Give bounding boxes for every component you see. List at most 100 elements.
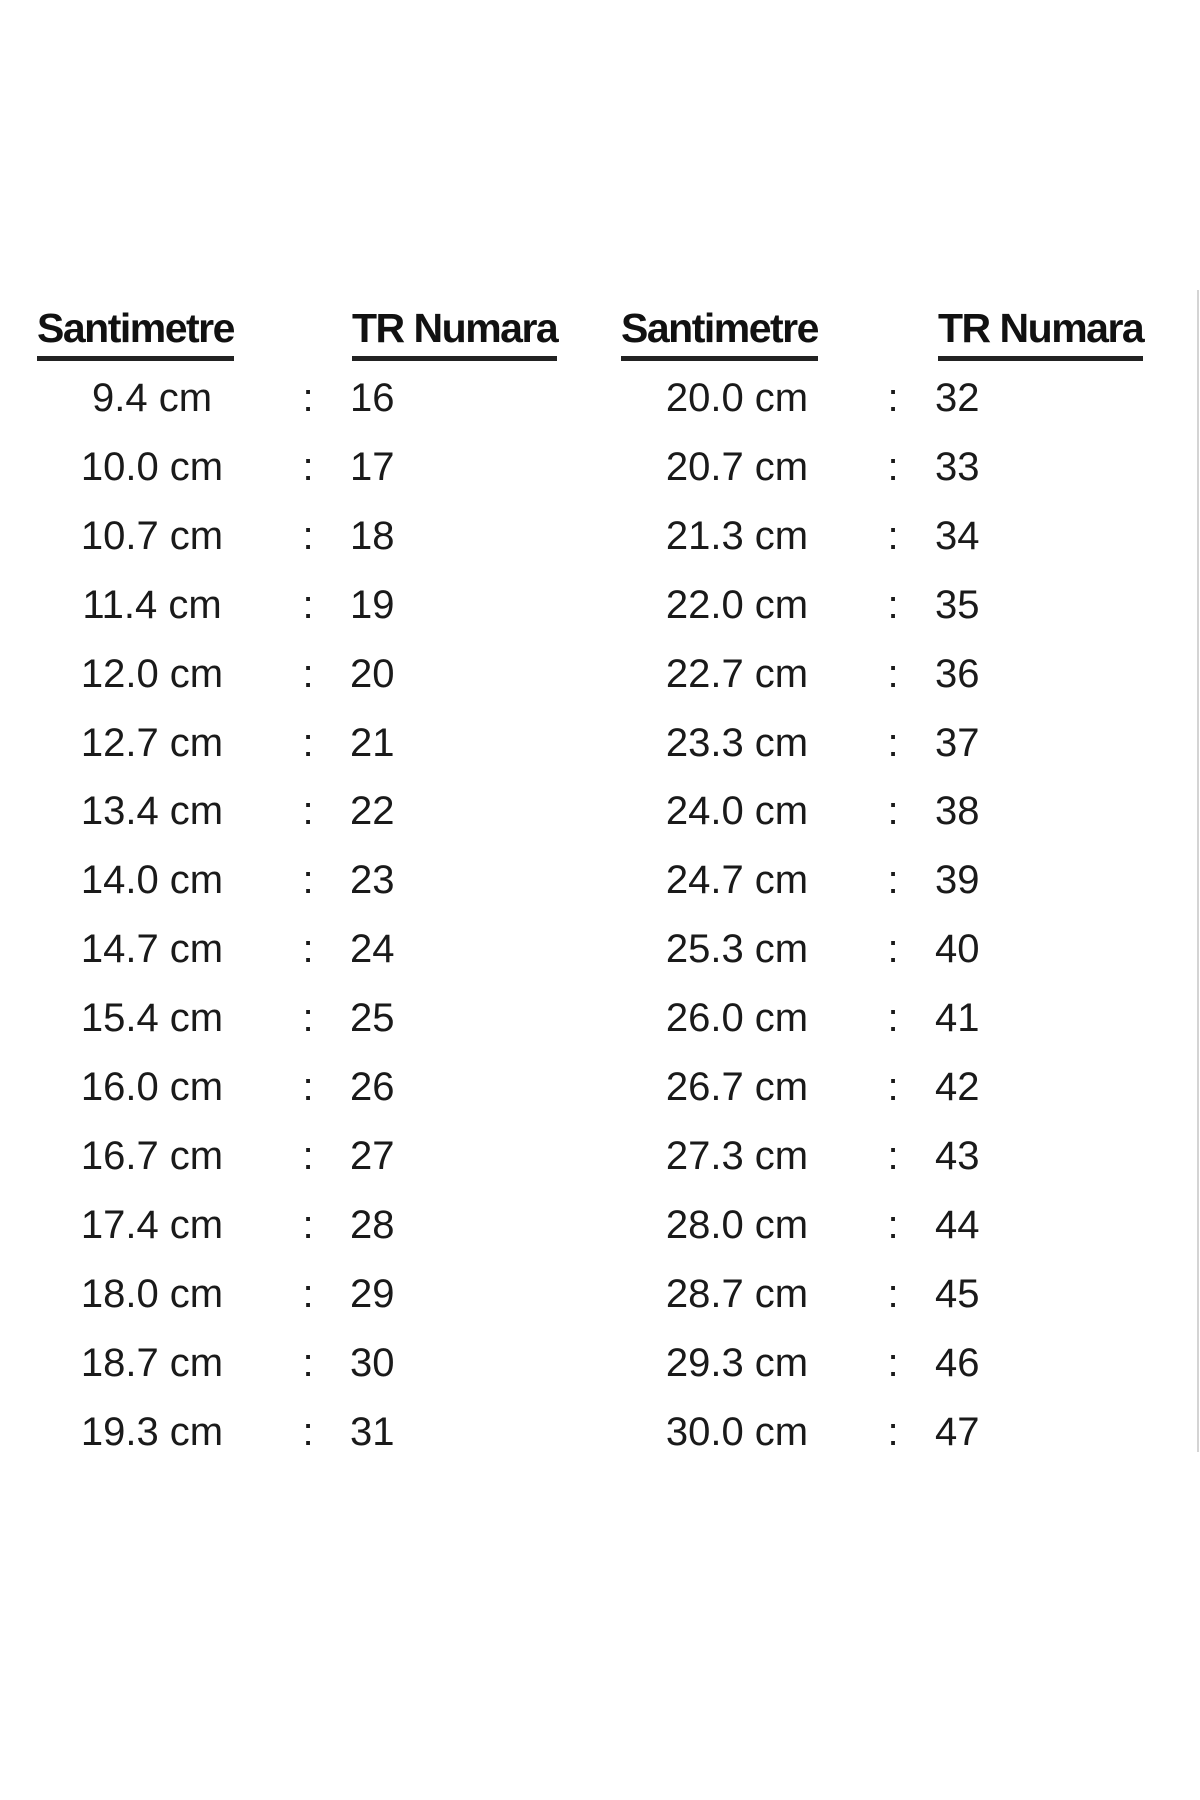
- separator: :: [887, 720, 899, 765]
- cm-value: 19.3 cm: [80, 1409, 224, 1454]
- header-santimetre-left: Santimetre: [37, 304, 235, 361]
- tr-size: 16: [350, 376, 395, 420]
- cm-value: 14.0 cm: [80, 858, 224, 903]
- table-row: 14.0 cm:23 24.7 cm:39: [0, 846, 1200, 915]
- tr-size: 39: [935, 858, 980, 903]
- cm-value: 27.3 cm: [665, 1133, 809, 1178]
- separator: :: [302, 376, 314, 420]
- table-row: 14.7 cm:24 25.3 cm:40: [0, 915, 1200, 984]
- cm-value: 26.7 cm: [665, 1065, 809, 1109]
- cm-value: 20.7 cm: [665, 444, 809, 489]
- table-row: 16.7 cm:27 27.3 cm:43: [0, 1122, 1200, 1191]
- tr-size: 29: [350, 1271, 395, 1316]
- cm-value: 20.0 cm: [665, 376, 809, 420]
- cm-value: 13.4 cm: [80, 789, 224, 834]
- separator: :: [302, 1065, 314, 1109]
- cm-value: 9.4 cm: [91, 376, 213, 420]
- cm-value: 22.0 cm: [665, 582, 809, 627]
- table-row: 19.3 cm:31 30.0 cm:47: [0, 1398, 1200, 1467]
- table-row: 13.4 cm:22 24.0 cm:38: [0, 777, 1200, 846]
- separator: :: [302, 789, 314, 834]
- separator: :: [887, 376, 899, 420]
- cm-value: 18.7 cm: [80, 1340, 224, 1385]
- separator: :: [887, 582, 899, 627]
- tr-size: 41: [935, 996, 980, 1041]
- table-row: 15.4 cm:25 26.0 cm:41: [0, 984, 1200, 1053]
- cm-value: 12.0 cm: [80, 651, 224, 696]
- separator: :: [302, 996, 314, 1041]
- tr-size: 33: [935, 444, 980, 489]
- cm-value: 15.4 cm: [80, 996, 224, 1041]
- separator: :: [302, 582, 314, 627]
- cm-value: 16.0 cm: [80, 1065, 224, 1109]
- tr-size: 20: [350, 651, 395, 696]
- table-row: 12.7 cm:21 23.3 cm:37: [0, 709, 1200, 778]
- tr-size: 25: [350, 996, 395, 1041]
- separator: :: [887, 996, 899, 1041]
- tr-size: 45: [935, 1271, 980, 1316]
- cm-value: 25.3 cm: [665, 927, 809, 972]
- table-row: 11.4 cm:19 22.0 cm:35: [0, 571, 1200, 640]
- tr-size: 32: [935, 376, 980, 420]
- separator: :: [887, 1065, 899, 1109]
- cm-value: 12.7 cm: [80, 720, 224, 765]
- separator: :: [887, 1202, 899, 1247]
- cm-value: 29.3 cm: [665, 1340, 809, 1385]
- separator: :: [302, 1409, 314, 1454]
- tr-size: 34: [935, 513, 980, 558]
- cm-value: 28.0 cm: [665, 1202, 809, 1247]
- separator: :: [302, 1202, 314, 1247]
- separator: :: [887, 927, 899, 972]
- tr-size: 47: [935, 1409, 980, 1454]
- separator: :: [887, 789, 899, 834]
- tr-size: 21: [350, 720, 395, 765]
- header-tr-numara-right: TR Numara: [938, 304, 1145, 361]
- tr-size: 23: [350, 858, 395, 903]
- cm-value: 22.7 cm: [665, 651, 809, 696]
- header-tr-numara-left: TR Numara: [352, 304, 559, 361]
- cm-value: 24.7 cm: [665, 858, 809, 903]
- cm-value: 24.0 cm: [665, 789, 809, 834]
- tr-size: 46: [935, 1340, 980, 1385]
- separator: :: [302, 1271, 314, 1316]
- right-edge-divider: [1197, 290, 1199, 1452]
- table-row: 17.4 cm:28 28.0 cm:44: [0, 1191, 1200, 1260]
- cm-value: 21.3 cm: [665, 513, 809, 558]
- table-row: 10.7 cm:18 21.3 cm:34: [0, 502, 1200, 571]
- tr-size: 19: [350, 582, 395, 627]
- separator: :: [302, 858, 314, 903]
- tr-size: 35: [935, 582, 980, 627]
- tr-size: 27: [350, 1133, 395, 1178]
- separator: :: [887, 858, 899, 903]
- separator: :: [887, 651, 899, 696]
- separator: :: [302, 444, 314, 489]
- cm-value: 16.7 cm: [80, 1133, 224, 1178]
- table-row: 12.0 cm:20 22.7 cm:36: [0, 640, 1200, 709]
- separator: :: [302, 651, 314, 696]
- tr-size: 40: [935, 927, 980, 972]
- table-row: 9.4 cm:16 20.0 cm:32: [0, 364, 1200, 433]
- cm-value: 10.7 cm: [80, 513, 224, 558]
- separator: :: [887, 1340, 899, 1385]
- tr-size: 38: [935, 789, 980, 834]
- separator: :: [302, 1133, 314, 1178]
- separator: :: [887, 513, 899, 558]
- cm-value: 11.4 cm: [82, 582, 222, 627]
- cm-value: 14.7 cm: [80, 927, 224, 972]
- tr-size: 43: [935, 1133, 980, 1178]
- tr-size: 30: [350, 1340, 395, 1385]
- table-row: 18.0 cm:29 28.7 cm:45: [0, 1260, 1200, 1329]
- cm-value: 28.7 cm: [665, 1271, 809, 1316]
- table-row: 16.0 cm:26 26.7 cm:42: [0, 1053, 1200, 1122]
- table-row: 10.0 cm:17 20.7 cm:33: [0, 433, 1200, 502]
- cm-value: 17.4 cm: [80, 1202, 224, 1247]
- cm-value: 18.0 cm: [80, 1271, 224, 1316]
- cm-value: 30.0 cm: [665, 1409, 809, 1454]
- separator: :: [887, 1271, 899, 1316]
- cm-value: 10.0 cm: [80, 444, 224, 489]
- tr-size: 28: [350, 1202, 395, 1247]
- tr-size: 31: [350, 1409, 395, 1454]
- tr-size: 22: [350, 789, 395, 834]
- table-row: 18.7 cm:30 29.3 cm:46: [0, 1329, 1200, 1398]
- tr-size: 36: [935, 651, 980, 696]
